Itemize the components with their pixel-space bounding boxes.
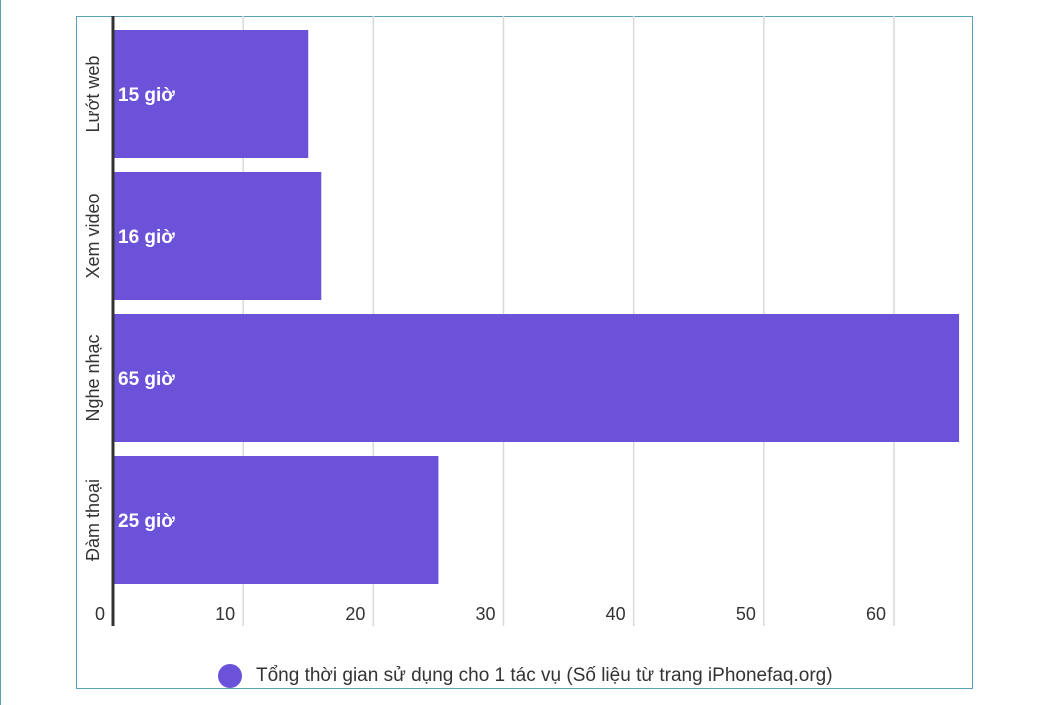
page-edge-line [0, 0, 1, 705]
tick-label: 30 [475, 604, 495, 624]
category-axis-labels: Lướt web Xem video Nghe nhạc Đàm thoại [83, 56, 103, 561]
bar-data-label: 15 giờ [118, 85, 175, 106]
tick-label: 10 [215, 604, 235, 624]
bar-data-labels: 15 giờ 16 giờ 65 giờ 25 giờ [118, 85, 175, 532]
bar-data-label: 65 giờ [118, 369, 175, 390]
bar [113, 456, 439, 584]
legend-label: Tổng thời gian sử dụng cho 1 tác vụ (Số … [256, 665, 833, 686]
category-label: Đàm thoại [83, 479, 103, 561]
category-label: Nghe nhạc [83, 334, 103, 421]
bar-data-label: 16 giờ [118, 227, 175, 248]
bar [113, 172, 322, 300]
category-label: Xem video [83, 193, 103, 278]
legend-swatch [218, 664, 242, 688]
bar [113, 314, 960, 442]
bars [113, 30, 960, 584]
legend: Tổng thời gian sử dụng cho 1 tác vụ (Số … [218, 662, 833, 690]
bar [113, 30, 309, 158]
tick-label: 0 [95, 604, 105, 624]
tick-label: 50 [736, 604, 756, 624]
tick-label: 40 [606, 604, 626, 624]
tick-label: 60 [866, 604, 886, 624]
tick-label: 20 [345, 604, 365, 624]
value-axis-tick-labels: 0 10 20 30 40 50 60 [95, 604, 886, 624]
category-label: Lướt web [83, 56, 103, 133]
bar-data-label: 25 giờ [118, 511, 175, 532]
